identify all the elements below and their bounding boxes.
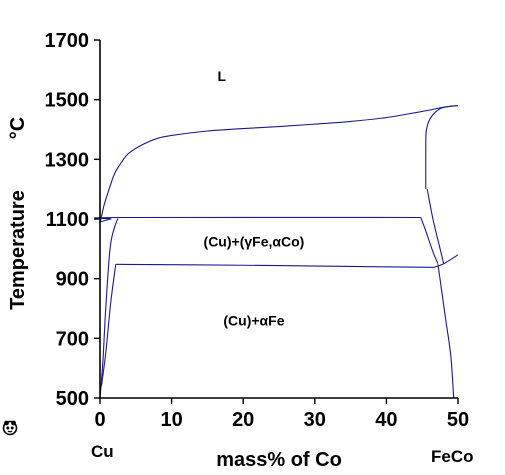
y-tick-label-1700: 1700 — [45, 30, 90, 52]
region-label-0: L — [217, 68, 226, 84]
y-axis-title: Temperature — [7, 190, 29, 310]
y-tick-label-900: 900 — [56, 269, 89, 291]
x-tick-label-10: 10 — [160, 409, 182, 431]
phase-line-liquidus-left — [99, 105, 459, 224]
phase-line-right-step — [433, 254, 459, 268]
phase-line-gamma-boundary-lower — [426, 189, 445, 264]
y-tick-label-500: 500 — [56, 388, 89, 410]
phase-line-liquidus-right — [425, 105, 459, 190]
y-tick-label-1500: 1500 — [45, 90, 90, 112]
y-tick-label-1100: 1100 — [46, 209, 89, 231]
y-axis-unit: °C — [7, 117, 29, 139]
phase-line-peritectic-line — [94, 216, 421, 223]
x-tick-label-20: 20 — [232, 409, 254, 431]
y-tick-label-1300: 1300 — [45, 149, 90, 171]
x-axis-title: mass% of Co — [216, 449, 342, 471]
region-label-2: (Cu)+αFe — [223, 312, 284, 328]
phase-line-eutectoid-line — [115, 263, 434, 268]
phase-line-fe-solvus — [437, 264, 455, 399]
x-tick-label-40: 40 — [375, 409, 397, 431]
x-tick-label-30: 30 — [304, 409, 326, 431]
y-axis-title-text: Temperature — [7, 190, 29, 310]
region-label-1: (Cu)+(γFe,αCo) — [204, 233, 305, 249]
x-tick-label-0: 0 — [94, 409, 105, 431]
panda-logo-icon — [2, 420, 18, 436]
phase-line-cu-solvus-lower — [100, 264, 117, 387]
y-tick-label-700: 700 — [56, 328, 89, 350]
x-tick-label-50: 50 — [447, 409, 469, 431]
x-end-label-feco: FeCo — [431, 447, 474, 466]
phase-line-gamma-boundary-upper — [420, 217, 439, 264]
phase-line-cu-solvus-upper — [99, 218, 119, 399]
x-end-label-cu: Cu — [91, 442, 114, 461]
